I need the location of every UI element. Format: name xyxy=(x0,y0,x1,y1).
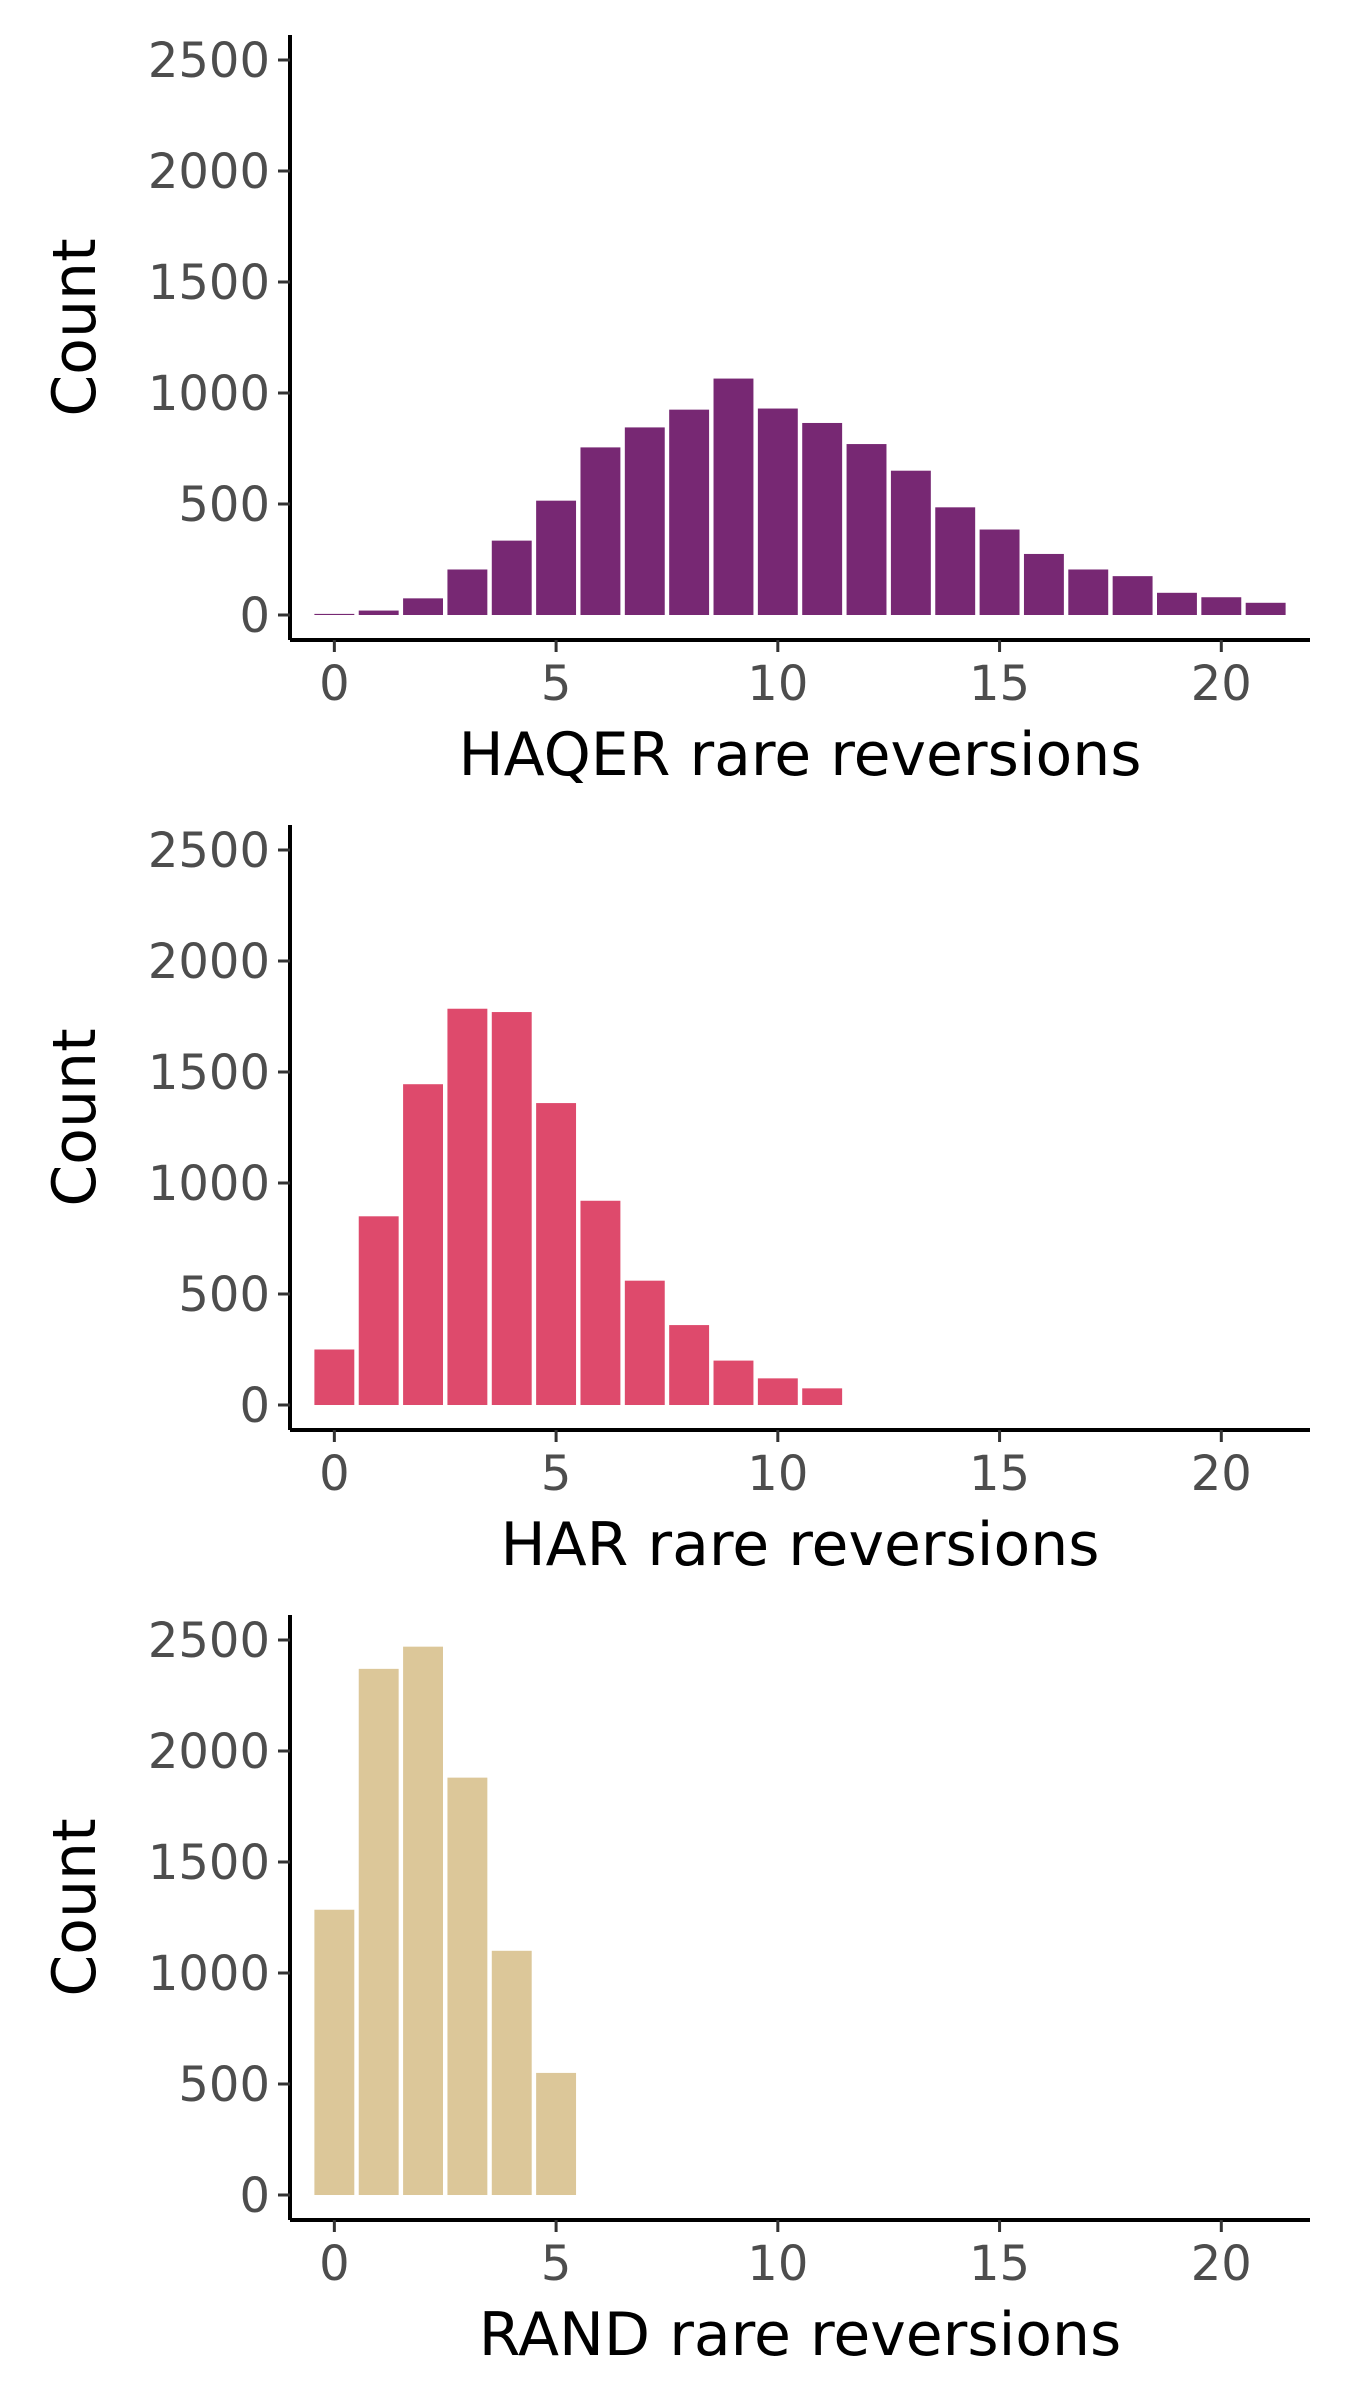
x-tick-label: 5 xyxy=(541,656,572,712)
histogram-bar xyxy=(1112,576,1153,615)
y-tick-label: 1500 xyxy=(148,255,270,311)
y-tick-label: 0 xyxy=(239,1378,270,1434)
x-axis-title: HAQER rare reversions xyxy=(458,720,1141,790)
histogram-bar xyxy=(447,1008,488,1405)
histogram-bar xyxy=(757,1378,798,1405)
histogram-bar xyxy=(713,378,754,615)
y-tick-label: 2500 xyxy=(148,1613,270,1669)
histogram-bar xyxy=(1245,602,1286,615)
x-tick-label: 5 xyxy=(541,2236,572,2292)
x-axis-title: HAR rare reversions xyxy=(501,1510,1100,1580)
histogram-bar xyxy=(669,1325,710,1405)
histogram-bar xyxy=(935,507,976,615)
y-tick-label: 1000 xyxy=(148,1946,270,2002)
y-tick-label: 500 xyxy=(178,1267,270,1323)
y-tick-label: 0 xyxy=(239,2168,270,2224)
histogram-bar xyxy=(669,409,710,615)
histogram-panel: 0 500 1000 1500 2000 2500 0 5 10 15 20 HAQER rare r… xyxy=(40,33,1310,790)
y-tick-label: 2000 xyxy=(148,934,270,990)
histogram-panel: 0 500 1000 1500 2000 2500 0 5 10 15 20 RAND rare re… xyxy=(40,1613,1310,2370)
histogram-bar xyxy=(1201,597,1242,615)
y-tick-label: 1500 xyxy=(148,1045,270,1101)
histogram-bar xyxy=(536,1103,577,1405)
histogram-bar xyxy=(314,613,355,615)
histogram-bar xyxy=(802,1388,843,1405)
y-tick-label: 1000 xyxy=(148,1156,270,1212)
histogram-bar xyxy=(447,1777,488,2195)
histogram-bar xyxy=(757,408,798,615)
y-tick-label: 2000 xyxy=(148,144,270,200)
x-tick-label: 10 xyxy=(747,2236,808,2292)
x-tick-label: 15 xyxy=(969,1446,1030,1502)
y-axis-title: Count xyxy=(40,1028,110,1206)
x-tick-label: 20 xyxy=(1191,2236,1252,2292)
histogram-bar xyxy=(358,1216,399,1405)
y-axis-title: Count xyxy=(40,238,110,416)
x-axis-title: RAND rare reversions xyxy=(479,2300,1122,2370)
x-tick-label: 20 xyxy=(1191,1446,1252,1502)
histogram-bar xyxy=(536,500,577,615)
y-tick-label: 2500 xyxy=(148,33,270,89)
histogram-bar xyxy=(536,2072,577,2195)
histogram-bar xyxy=(624,1280,665,1405)
histogram-bar xyxy=(846,444,887,615)
histogram-bar xyxy=(358,610,399,615)
y-tick-label: 500 xyxy=(178,477,270,533)
y-axis-title: Count xyxy=(40,1818,110,1996)
histogram-bar xyxy=(447,569,488,615)
y-tick-label: 500 xyxy=(178,2057,270,2113)
y-tick-label: 2000 xyxy=(148,1724,270,1780)
histogram-bar xyxy=(314,1349,355,1405)
histogram-bar xyxy=(979,529,1020,615)
histogram-bar xyxy=(314,1909,355,2195)
histogram-bar xyxy=(491,540,532,615)
histogram-bar xyxy=(491,1950,532,2195)
histogram-bar xyxy=(580,1200,621,1405)
histogram-bar xyxy=(1068,569,1109,615)
y-tick-label: 2500 xyxy=(148,823,270,879)
x-tick-label: 0 xyxy=(319,656,350,712)
histogram-bar xyxy=(802,422,843,615)
histogram-bar xyxy=(1157,592,1197,615)
y-tick-label: 0 xyxy=(239,588,270,644)
histogram-panel: 0 500 1000 1500 2000 2500 0 5 10 15 20 HAR rare rev… xyxy=(40,823,1310,1580)
histogram-bar xyxy=(358,1668,399,2195)
histogram-bar xyxy=(624,427,665,615)
x-tick-label: 15 xyxy=(969,2236,1030,2292)
x-tick-label: 0 xyxy=(319,1446,350,1502)
x-tick-label: 20 xyxy=(1191,656,1252,712)
histogram-bar xyxy=(580,447,621,615)
x-tick-label: 15 xyxy=(969,656,1030,712)
histogram-bar xyxy=(713,1360,754,1405)
histogram-bar xyxy=(491,1012,532,1405)
histogram-bar xyxy=(403,1084,443,1405)
histogram-bar xyxy=(403,1646,443,2195)
x-tick-label: 10 xyxy=(747,656,808,712)
x-tick-label: 0 xyxy=(319,2236,350,2292)
histogram-bar xyxy=(1023,553,1064,615)
x-tick-label: 5 xyxy=(541,1446,572,1502)
x-tick-label: 10 xyxy=(747,1446,808,1502)
histogram-bar xyxy=(890,470,931,615)
y-tick-label: 1500 xyxy=(148,1835,270,1891)
y-tick-label: 1000 xyxy=(148,366,270,422)
histogram-bar xyxy=(403,598,443,615)
